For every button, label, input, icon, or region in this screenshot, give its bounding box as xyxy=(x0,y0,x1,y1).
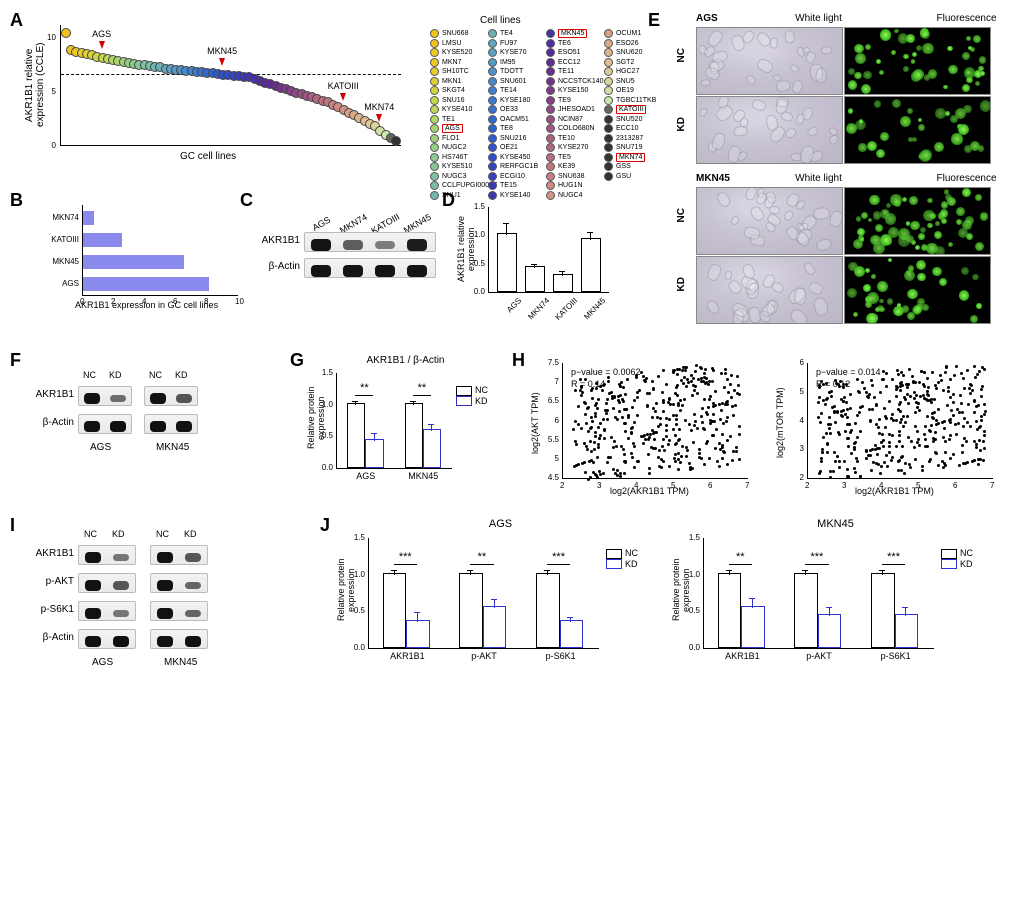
panel-c: AGSMKN74KATOIIIMKN45AKR1B1β-Actin xyxy=(260,208,435,308)
figure: A AKR1B1 relative expression (CCLE) AGSM… xyxy=(10,10,1010,904)
panel-i-label: I xyxy=(10,515,15,536)
tick: 10 xyxy=(36,33,56,42)
panel-g-plot: 0.00.51.01.5**AGS**MKN45 xyxy=(336,373,452,469)
cell-line-dot xyxy=(391,136,401,146)
panel-j-label: J xyxy=(320,515,330,536)
panel-f: NCKDAGSNCKDMKN45AKR1B1β-Actin xyxy=(30,360,285,470)
panel-g: AKR1B1 / β-Actin Relative protein expres… xyxy=(308,355,503,495)
panel-d: AKR1B1 relative expression 0.00.51.01.5A… xyxy=(460,202,630,322)
panel-f-label: F xyxy=(10,350,21,371)
panel-a-ylabel: AKR1B1 relative expression (CCLE) xyxy=(24,25,46,145)
panel-a-label: A xyxy=(10,10,23,31)
panel-b-plot: MKN74KATOIIIMKN45AGS0246810 xyxy=(82,205,238,296)
panel-e: AGSWhite lightFluorescenceNCKDMKN45White… xyxy=(668,13,1008,333)
panel-g-label: G xyxy=(290,350,304,371)
panel-d-label: D xyxy=(442,190,455,211)
panel-d-ylabel: AKR1B1 relative expression xyxy=(456,204,476,294)
cell-line-dot xyxy=(61,28,71,38)
panel-a-plot: AGSMKN45KATOIIIMKN74 xyxy=(60,25,401,146)
panel-a: AKR1B1 relative expression (CCLE) AGSMKN… xyxy=(30,15,650,175)
tick: 5 xyxy=(36,87,56,96)
panel-j: AGSRelative protein expression0.00.51.01… xyxy=(338,518,1008,693)
panel-e-label: E xyxy=(648,10,660,31)
panel-c-label: C xyxy=(240,190,253,211)
tick: 0 xyxy=(36,141,56,150)
panel-a-xlabel: GC cell lines xyxy=(180,151,236,162)
panel-h-label: H xyxy=(512,350,525,371)
panel-g-legend: NCKD xyxy=(456,385,488,406)
panel-b-xlabel: AKR1B1 expression in GC cell lines xyxy=(75,300,218,310)
panel-d-plot: 0.00.51.01.5AGSMKN74KATOIIIMKN45 xyxy=(488,207,609,293)
panel-g-ylabel: Relative protein expression xyxy=(306,373,326,463)
panel-i: NCKDAGSNCKDMKN45AKR1B1p-AKTp-S6K1β-Actin xyxy=(30,525,310,695)
panel-g-title: AKR1B1 / β-Actin xyxy=(308,355,503,366)
panel-a-legend-title: Cell lines xyxy=(480,15,521,26)
panel-b: MKN74KATOIIIMKN45AGS0246810 AKR1B1 expre… xyxy=(30,200,250,320)
panel-h: 2345674.555.566.577.5p−value = 0.0062R =… xyxy=(530,358,1010,503)
panel-b-label: B xyxy=(10,190,23,211)
